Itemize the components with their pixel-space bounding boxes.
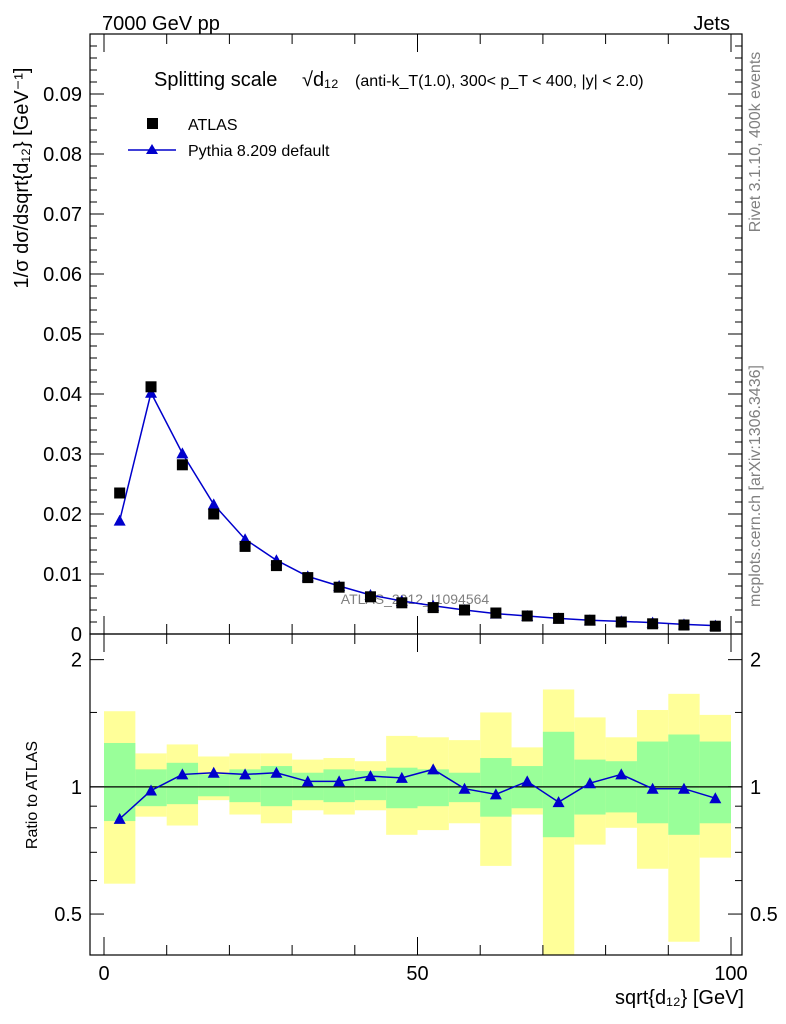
ratio-frame-box	[89, 633, 743, 956]
data-point	[678, 619, 690, 631]
main-y-tick-label: 0.08	[43, 144, 82, 166]
ratio-y-tick-label: 0.5	[54, 904, 82, 926]
data-point	[396, 597, 408, 609]
x-tick-label: 100	[714, 963, 747, 985]
ratio-point	[239, 768, 252, 780]
main-y-tick-label: 0.07	[43, 204, 82, 226]
ratio-point	[270, 766, 283, 778]
ratio-point	[489, 788, 502, 800]
main-y-axis-label: 1/σ dσ/dsqrt{d₁₂} [GeV⁻¹]	[11, 68, 33, 289]
plot-title-math: √d₁₂	[302, 69, 339, 91]
ratio-point	[301, 775, 314, 787]
ratio-point	[427, 763, 440, 775]
legend-marker-atlas	[147, 118, 158, 129]
ratio-point	[333, 775, 346, 787]
x-tick-label: 0	[98, 963, 109, 985]
main-y-tick-label: 0	[71, 624, 82, 646]
ratio-plot-ticks	[90, 634, 742, 955]
ratio-point	[646, 782, 659, 794]
header-energy-label: 7000 GeV pp	[102, 13, 220, 35]
ratio-y-tick-label-right: 2	[750, 650, 761, 672]
legend-marker-pythia	[146, 144, 158, 154]
ratio-point	[145, 784, 158, 796]
legend: ATLAS Pythia 8.209 default	[128, 117, 330, 160]
data-point	[145, 381, 157, 393]
ratio-point	[207, 766, 220, 778]
plot-title: Splitting scale √d₁₂ (anti-k_T(1.0), 300…	[154, 69, 644, 91]
ratio-point	[521, 775, 534, 787]
data-point	[208, 508, 220, 520]
main-y-tick-label: 0.05	[43, 324, 82, 346]
data-point	[459, 604, 471, 616]
ratio-inner-band-bin	[417, 769, 449, 807]
plot-title-text: Splitting scale	[154, 69, 277, 91]
ratio-inner-band-bin	[636, 741, 669, 824]
ratio-plot-frame	[89, 633, 743, 956]
data-point	[427, 602, 439, 614]
data-point	[114, 487, 126, 499]
plot-title-cuts: (anti-k_T(1.0), 300< p_T < 400, |y| < 2.…	[355, 73, 644, 90]
data-point	[333, 581, 345, 593]
ratio-series-line	[119, 768, 716, 820]
data-point	[709, 620, 721, 632]
ratio-y-axis-label: Ratio to ATLAS	[24, 741, 41, 849]
ratio-y-tick-label: 1	[71, 777, 82, 799]
main-y-tick-label: 0.02	[43, 504, 82, 526]
ratio-y-tick-label-right: 0.5	[750, 904, 778, 926]
data-point	[364, 591, 376, 603]
ratio-inner-band-bin	[198, 774, 230, 797]
data-point	[584, 614, 596, 626]
ratio-plot-tick-labels: 0.5 0.5 1 1 2 2 0 50 100	[54, 650, 778, 985]
ratio-point	[113, 812, 126, 824]
analysis-watermark: ATLAS_2012_I1094564	[341, 591, 490, 607]
data-point	[553, 612, 565, 624]
data-point	[270, 560, 282, 572]
data-point	[615, 616, 627, 628]
ratio-series-layer	[113, 763, 722, 824]
x-axis-label: sqrt{d₁₂} [GeV]	[615, 987, 744, 1009]
ratio-y-tick-label: 2	[71, 650, 82, 672]
data-point	[302, 572, 314, 584]
data-point	[176, 459, 188, 471]
ratio-inner-band-bin	[699, 741, 731, 824]
data-series-layer	[114, 381, 721, 632]
ratio-point	[709, 792, 722, 804]
main-y-tick-label: 0.06	[43, 264, 82, 286]
main-plot-ticks	[90, 33, 742, 635]
data-point	[521, 610, 533, 622]
header-process-label: Jets	[693, 13, 730, 35]
ratio-point	[364, 770, 377, 782]
ratio-point	[677, 782, 690, 794]
main-plot-tick-labels: 0 0.01 0.02 0.03 0.04 0.05 0.06 0.07 0.08 0.09	[43, 84, 82, 646]
main-y-tick-label: 0.09	[43, 84, 82, 106]
ratio-y-tick-label-right: 1	[750, 777, 761, 799]
data-point	[490, 607, 502, 619]
main-y-tick-label: 0.01	[43, 564, 82, 586]
mcplots-reference-label: mcplots.cern.ch [arXiv:1306.3436]	[747, 365, 764, 607]
ratio-point	[458, 782, 471, 794]
ratio-point	[176, 768, 189, 780]
data-point	[239, 540, 251, 552]
main-y-tick-label: 0.04	[43, 384, 82, 406]
mc-point	[176, 447, 189, 459]
x-tick-label: 50	[406, 963, 428, 985]
ratio-inner-band-bin	[104, 742, 136, 822]
data-point	[647, 618, 659, 630]
ratio-inner-band-bin	[542, 731, 575, 838]
ratio-point	[583, 777, 596, 789]
mc-point	[207, 498, 220, 510]
ratio-point	[615, 768, 628, 780]
legend-label-pythia: Pythia 8.209 default	[188, 143, 330, 160]
mc-point	[113, 514, 126, 526]
ratio-point	[395, 771, 408, 783]
legend-label-atlas: ATLAS	[188, 117, 238, 134]
rivet-version-label: Rivet 3.1.10, 400k events	[747, 52, 764, 233]
ratio-point	[552, 796, 565, 808]
main-y-tick-label: 0.03	[43, 444, 82, 466]
